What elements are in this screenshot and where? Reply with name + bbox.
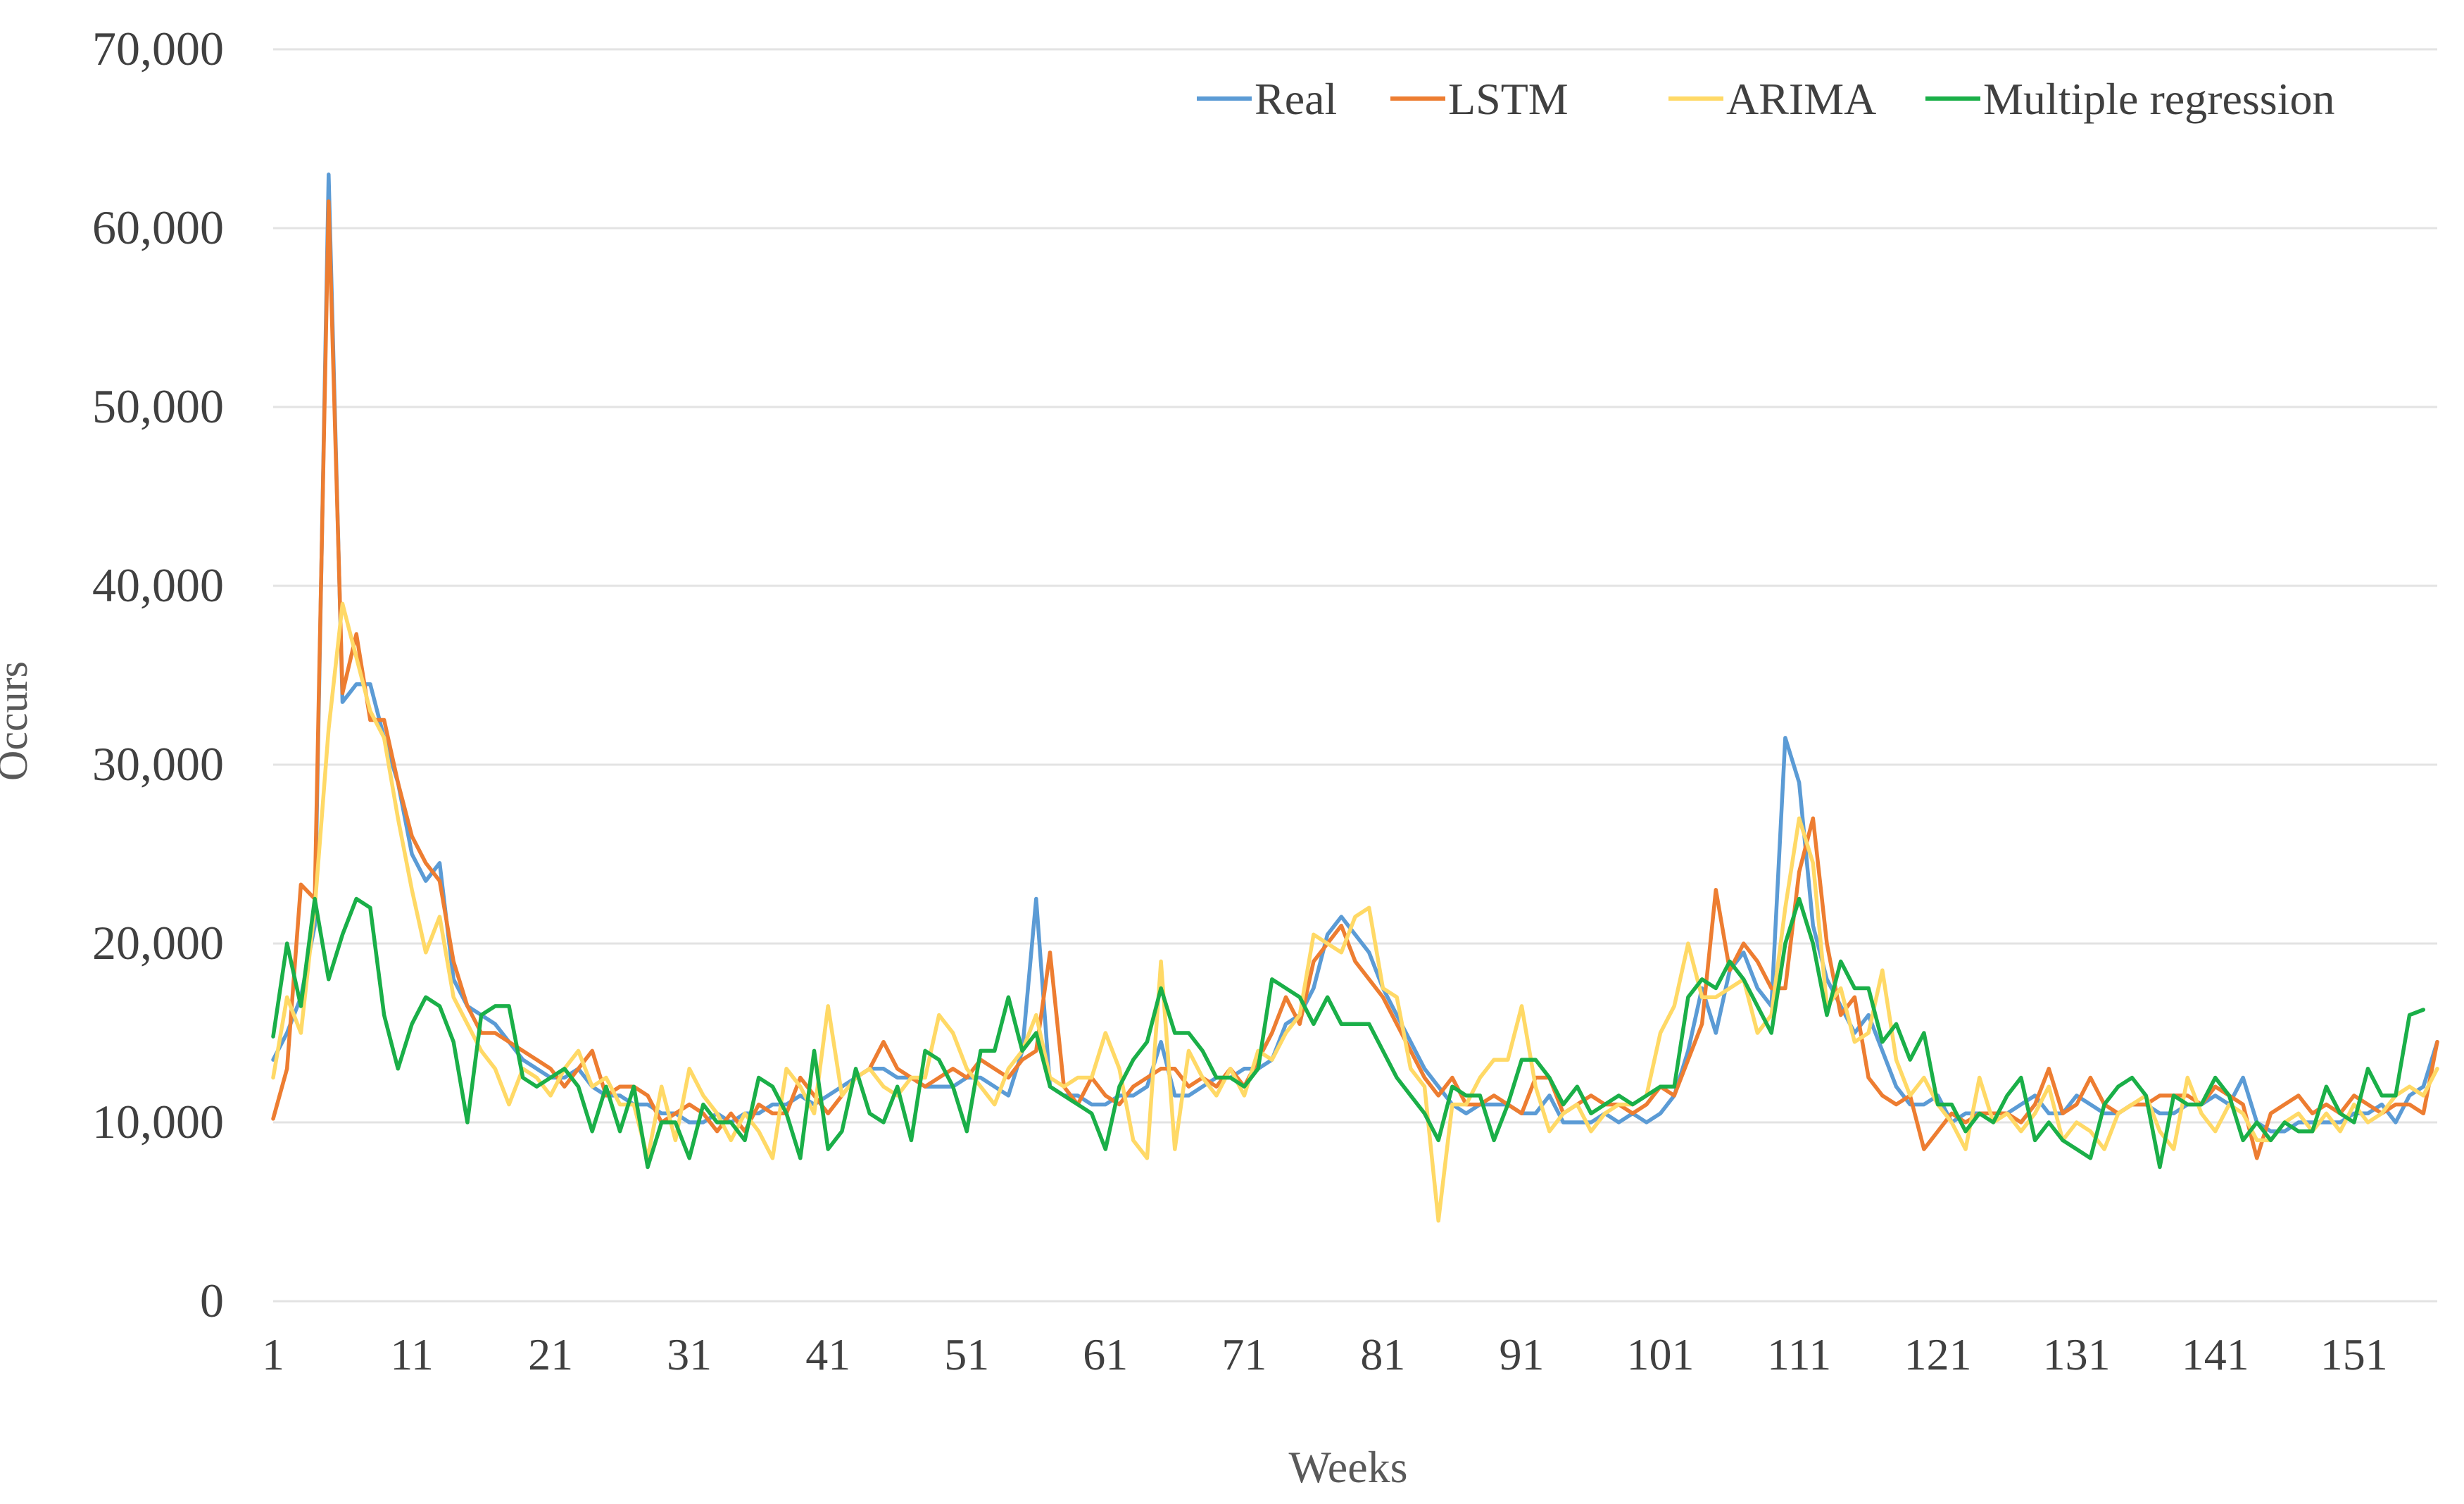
x-tick-label: 51 bbox=[944, 1329, 989, 1379]
series-line-lstm bbox=[271, 199, 2439, 1160]
y-tick-label: 30,000 bbox=[92, 737, 224, 791]
y-tick-label: 50,000 bbox=[92, 380, 224, 433]
x-tick-label: 61 bbox=[1083, 1329, 1128, 1379]
x-tick-label: 11 bbox=[390, 1329, 434, 1379]
x-tick-label: 131 bbox=[2043, 1329, 2111, 1379]
y-tick-label: 10,000 bbox=[92, 1095, 224, 1148]
y-tick-label: 20,000 bbox=[92, 916, 224, 970]
x-axis-ticks: 1 11 21 31 41 51 61 71 81 91 101 111 121 131 141 151 bbox=[262, 1329, 2388, 1379]
y-tick-label: 40,000 bbox=[92, 558, 224, 612]
series-line-multiple-regression bbox=[271, 896, 2426, 1170]
series-line-real bbox=[271, 173, 2439, 1134]
x-tick-label: 101 bbox=[1627, 1329, 1695, 1379]
y-tick-label: 0 bbox=[200, 1274, 224, 1327]
legend-label: ARIMA bbox=[1726, 74, 1876, 124]
y-tick-label: 70,000 bbox=[92, 22, 224, 75]
x-tick-label: 41 bbox=[805, 1329, 850, 1379]
y-axis-ticks: 0 10,000 20,000 30,000 40,000 50,000 60,000 70,… bbox=[92, 22, 224, 1327]
gridlines bbox=[273, 48, 2437, 1303]
x-tick-label: 1 bbox=[262, 1329, 284, 1379]
y-tick-label: 60,000 bbox=[92, 201, 224, 254]
x-tick-label: 141 bbox=[2182, 1329, 2249, 1379]
x-axis-title: Weeks bbox=[1289, 1442, 1408, 1492]
legend: Real LSTM ARIMA Multiple regression bbox=[1197, 74, 2334, 124]
legend-label: LSTM bbox=[1448, 74, 1569, 124]
x-tick-label: 151 bbox=[2320, 1329, 2388, 1379]
x-tick-label: 81 bbox=[1360, 1329, 1405, 1379]
y-axis-title: Occurs bbox=[0, 661, 36, 781]
series-line-arima bbox=[271, 601, 2439, 1223]
x-tick-label: 71 bbox=[1221, 1329, 1266, 1379]
legend-label: Real bbox=[1255, 74, 1337, 124]
x-tick-label: 21 bbox=[528, 1329, 573, 1379]
legend-label: Multiple regression bbox=[1983, 74, 2334, 124]
series-lines bbox=[271, 173, 2439, 1223]
x-tick-label: 111 bbox=[1767, 1329, 1831, 1379]
x-tick-label: 121 bbox=[1904, 1329, 1972, 1379]
x-tick-label: 91 bbox=[1499, 1329, 1544, 1379]
x-tick-label: 31 bbox=[667, 1329, 712, 1379]
